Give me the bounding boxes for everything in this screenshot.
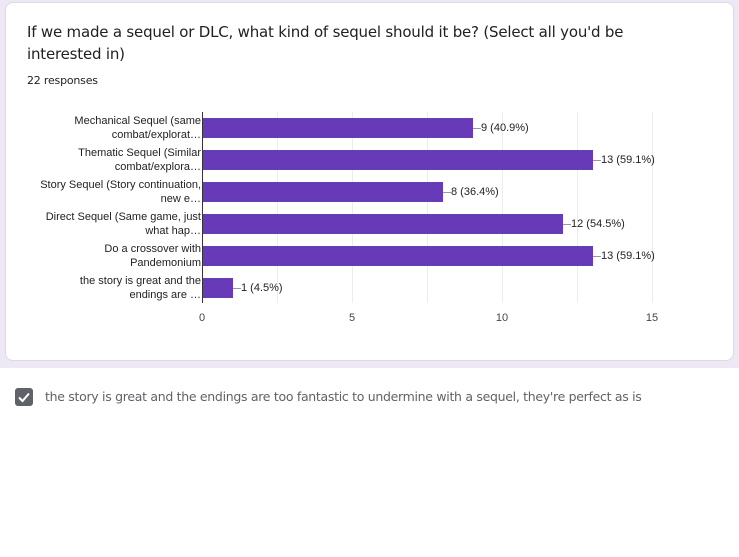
gridline [652, 112, 653, 303]
question-card [5, 2, 734, 361]
gridline [502, 112, 503, 303]
bar-mechanical-sequel[interactable] [203, 118, 473, 138]
category-label: Direct Sequel (Same game, just what hap… [45, 211, 201, 237]
x-tick-label: 10 [495, 312, 509, 324]
leader-line [473, 128, 481, 129]
leader-line [233, 288, 241, 289]
value-label: 12 (54.5%) [571, 218, 625, 230]
response-count: 22 responses [27, 74, 98, 87]
leader-line [593, 256, 601, 257]
value-label: 9 (40.9%) [481, 122, 529, 134]
category-label: Do a crossover with Pandemonium [104, 243, 201, 269]
gridline [277, 112, 278, 303]
category-label: Story Sequel (Story continuation, new e… [40, 179, 201, 205]
x-tick-label: 5 [348, 312, 356, 324]
question-title: If we made a sequel or DLC, what kind of… [27, 23, 624, 63]
gridline [427, 112, 428, 303]
category-label: the story is great and the endings are … [79, 275, 201, 301]
bar-direct-sequel[interactable] [203, 214, 563, 234]
bar-story-sequel[interactable] [203, 182, 443, 202]
leader-line [593, 160, 601, 161]
y-axis [202, 112, 203, 303]
bar-thematic-sequel[interactable] [203, 150, 593, 170]
bar-crossover-pandemonium[interactable] [203, 246, 593, 266]
leader-line [563, 224, 571, 225]
value-label: 8 (36.4%) [451, 186, 499, 198]
bar-chart: Mechanical Sequel (same combat/explorat… … [40, 112, 659, 324]
x-tick-label: 0 [198, 312, 206, 324]
category-label: Mechanical Sequel (same combat/explorat… [74, 115, 201, 141]
value-label: 13 (59.1%) [601, 250, 655, 262]
bar-story-is-great[interactable] [203, 278, 233, 298]
value-label: 1 (4.5%) [241, 282, 283, 294]
checkmark-icon [18, 392, 30, 403]
other-option-checkbox[interactable] [15, 388, 33, 406]
category-label: Thematic Sequel (Similar combat/explora… [78, 147, 201, 173]
value-label: 13 (59.1%) [601, 154, 655, 166]
gridline [352, 112, 353, 303]
x-tick-label: 15 [645, 312, 659, 324]
gridline [577, 112, 578, 303]
leader-line [443, 192, 451, 193]
other-option-label: the story is great and the endings are t… [45, 389, 642, 404]
